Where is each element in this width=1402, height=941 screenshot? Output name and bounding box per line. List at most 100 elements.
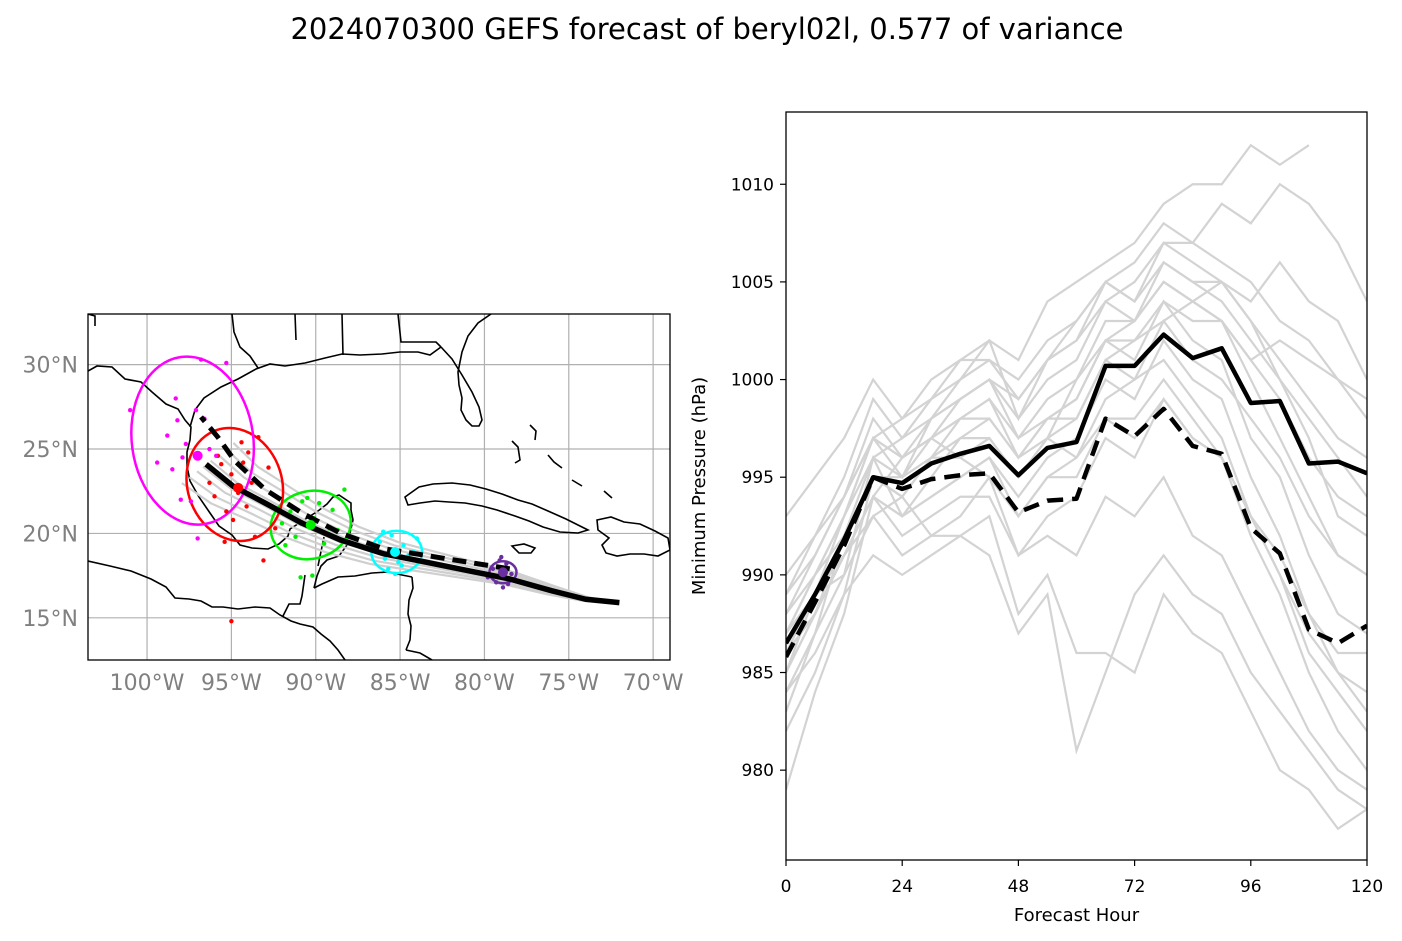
pressure-y-ticks: 980 985 990 995 1000 1005 1010 bbox=[731, 175, 786, 781]
map-ensemble-point bbox=[193, 408, 199, 413]
pressure-ensemble-line bbox=[786, 475, 1367, 791]
border-us-mexico bbox=[88, 314, 96, 326]
pressure-ensemble-line bbox=[786, 514, 1367, 831]
map-ensemble-point bbox=[165, 433, 170, 438]
map-ensemble-point bbox=[392, 571, 398, 577]
map-ensemble-point bbox=[178, 497, 183, 502]
coastline-honduras bbox=[313, 571, 413, 589]
pressure-ensemble-line bbox=[786, 260, 1367, 615]
map-ensemble-point bbox=[497, 558, 502, 563]
map-ensemble-track bbox=[188, 476, 620, 604]
map-mean-point bbox=[305, 519, 316, 530]
coastline-florida bbox=[440, 314, 492, 427]
map-latitude-labels: 15°N 20°N 25°N 30°N bbox=[23, 354, 78, 632]
coastline-us-gulf bbox=[189, 346, 442, 428]
coastline-bahamas-4 bbox=[571, 479, 583, 487]
coastline-bahamas-2 bbox=[529, 424, 537, 441]
coastline-bahamas-3 bbox=[547, 454, 563, 469]
pressure-ensemble-line bbox=[786, 358, 1367, 732]
map-deterministic-track bbox=[199, 415, 511, 572]
map-ensemble-point bbox=[241, 460, 246, 465]
map-ensemble-point bbox=[195, 536, 200, 541]
map-mean-point bbox=[192, 450, 203, 461]
map-ensemble-point bbox=[377, 539, 383, 545]
map-lon-tick-label: 75°W bbox=[538, 671, 599, 696]
map-ensemble-point bbox=[505, 581, 511, 587]
map-lon-tick-label: 70°W bbox=[623, 671, 684, 696]
map-track-layer bbox=[127, 355, 620, 624]
map-lon-tick-label: 85°W bbox=[370, 671, 431, 696]
pressure-x-tick-label: 48 bbox=[1008, 877, 1030, 897]
pressure-y-tick-label: 995 bbox=[742, 468, 774, 488]
map-ensemble-point bbox=[261, 558, 266, 563]
map-ensemble-point bbox=[246, 450, 251, 455]
map-lon-tick-label: 100°W bbox=[110, 671, 185, 696]
map-ensemble-point bbox=[127, 408, 133, 413]
pressure-y-tick-label: 980 bbox=[742, 761, 774, 781]
map-mean-point bbox=[390, 546, 401, 557]
map-ensemble-point bbox=[401, 543, 406, 548]
map-ensemble-point bbox=[173, 396, 178, 401]
coastline-cuba bbox=[404, 482, 591, 534]
pressure-ensemble-line bbox=[786, 396, 1367, 771]
map-longitude-labels: 100°W 95°W 90°W 85°W 80°W 75°W 70°W bbox=[110, 671, 684, 696]
figure-title: 2024070300 GEFS forecast of beryl02l, 0.… bbox=[290, 12, 1124, 46]
map-ensemble-point bbox=[229, 618, 234, 624]
pressure-x-tick-label: 72 bbox=[1124, 877, 1146, 897]
pressure-ensemble-line bbox=[786, 397, 1367, 674]
pressure-ensemble-line bbox=[786, 182, 1367, 673]
map-ensemble-point bbox=[230, 517, 236, 523]
map-ensemble-point bbox=[509, 571, 514, 577]
map-ensemble-track bbox=[181, 482, 620, 604]
track-map-panel: 15°N 20°N 25°N 30°N 100°W 95°W 90°W 85°W 80°W 75… bbox=[23, 313, 684, 696]
map-ensemble-point bbox=[300, 499, 305, 504]
pressure-y-tick-label: 1005 bbox=[731, 273, 774, 293]
pressure-x-tick-label: 96 bbox=[1240, 877, 1262, 897]
map-ensemble-point bbox=[321, 541, 327, 546]
coastline-panama bbox=[405, 649, 433, 660]
map-ensemble-point bbox=[381, 529, 386, 534]
map-lat-tick-label: 25°N bbox=[23, 438, 78, 463]
map-ensemble-point bbox=[175, 418, 180, 423]
map-lon-tick-label: 80°W bbox=[454, 671, 515, 696]
map-ensemble-point bbox=[256, 435, 261, 440]
map-lon-tick-label: 90°W bbox=[285, 671, 346, 696]
map-mean-track bbox=[204, 462, 620, 606]
map-ensemble-point bbox=[239, 440, 244, 445]
border-states-3 bbox=[341, 314, 344, 356]
map-ensemble-point bbox=[279, 521, 285, 526]
map-frame bbox=[87, 313, 671, 661]
map-ensemble-point bbox=[207, 446, 212, 452]
coastline-bahamas-5 bbox=[603, 490, 613, 499]
map-ensemble-point bbox=[224, 360, 229, 366]
pressure-x-tick-label: 0 bbox=[781, 877, 792, 897]
map-ensemble-point bbox=[188, 499, 194, 504]
pressure-y-tick-label: 1010 bbox=[731, 175, 774, 195]
pressure-chart-frame bbox=[785, 111, 1368, 861]
map-ensemble-point bbox=[212, 494, 217, 499]
map-ensemble-point bbox=[382, 556, 388, 561]
map-ensemble-point bbox=[504, 561, 509, 566]
pressure-line-layer bbox=[786, 143, 1367, 831]
map-ensemble-point bbox=[283, 543, 288, 548]
pressure-ensemble-line bbox=[786, 299, 1367, 596]
map-ensemble-point bbox=[183, 441, 189, 447]
pressure-deterministic-line bbox=[786, 406, 1367, 658]
map-uncertainty-ellipse bbox=[185, 426, 285, 543]
coastline-nicaragua bbox=[405, 576, 414, 651]
map-ensemble-point bbox=[154, 460, 160, 465]
map-ensemble-point bbox=[170, 467, 175, 472]
map-ensemble-point bbox=[214, 453, 219, 458]
map-ensemble-point bbox=[222, 539, 227, 545]
map-mean-point bbox=[497, 567, 508, 578]
map-lon-tick-label: 95°W bbox=[201, 671, 262, 696]
map-ensemble-point bbox=[316, 500, 322, 506]
map-mean-point bbox=[233, 482, 244, 493]
map-uncertainty-ellipse bbox=[269, 489, 352, 561]
coastline-bahamas-1 bbox=[511, 440, 521, 464]
map-ensemble-point bbox=[273, 526, 278, 531]
map-lat-tick-label: 15°N bbox=[23, 607, 78, 632]
map-ensemble-point bbox=[330, 507, 335, 512]
pressure-x-axis-label: Forecast Hour bbox=[1014, 905, 1140, 926]
map-ensemble-point bbox=[490, 566, 496, 572]
